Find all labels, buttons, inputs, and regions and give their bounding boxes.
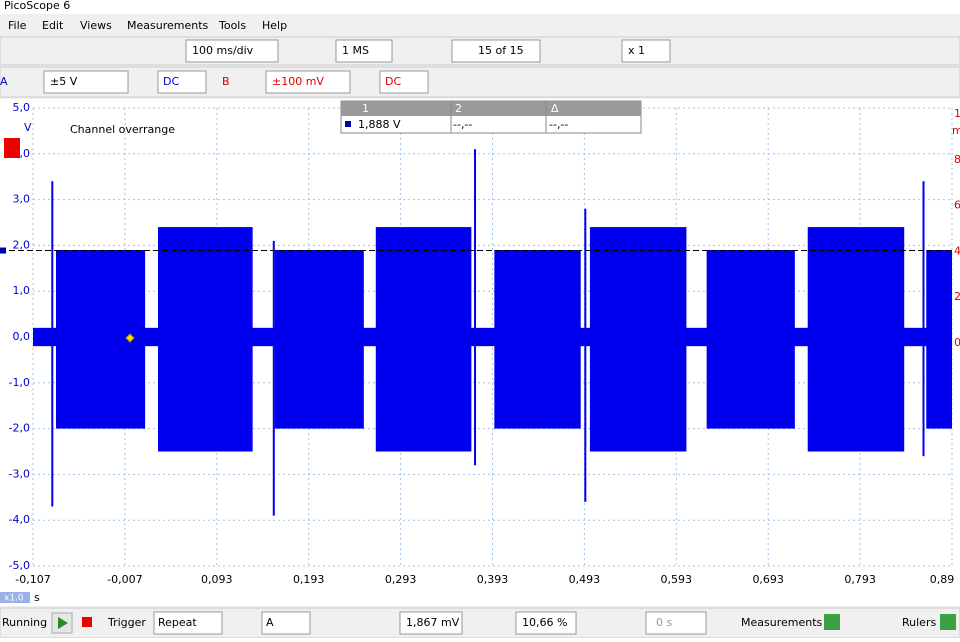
samples: 1 MS [342, 44, 369, 57]
menu-item[interactable]: Edit [42, 19, 64, 32]
x-tick-label: 0,193 [293, 573, 325, 586]
x-tick-label: 0,793 [844, 573, 876, 586]
x-tick-label: 0,093 [201, 573, 233, 586]
table-cell: --,-- [453, 118, 472, 131]
range-a-box[interactable] [43, 70, 129, 94]
signal-burst [375, 227, 472, 452]
coupling-b: DC [385, 75, 401, 88]
trigger-mode-box[interactable] [153, 611, 223, 635]
delay-box[interactable] [645, 611, 707, 635]
menu-item[interactable]: File [8, 19, 27, 32]
y2-unit: m [952, 124, 960, 137]
table-header: Δ [551, 102, 559, 115]
window-title: PicoScope 6 [4, 0, 70, 12]
range-a: ±5 V [50, 75, 78, 88]
menu-item[interactable]: Measurements [127, 19, 209, 32]
y2-tick-label: 6 [954, 199, 960, 212]
pretrigger: 10,66 % [522, 616, 567, 629]
trigger-channel: A [266, 616, 274, 629]
channel-a-label: A [0, 75, 8, 88]
capture: 15 of 15 [478, 44, 524, 57]
table-header: 1 [362, 102, 369, 115]
y-tick-label: -3,0 [9, 467, 30, 480]
y-tick-label: -4,0 [9, 513, 30, 526]
y2-tick-label: 0 [954, 336, 960, 349]
signal-burst [926, 249, 952, 429]
y2-tick-label: 4 [954, 244, 960, 257]
add-measurement[interactable] [824, 614, 840, 630]
overrange-icon [4, 138, 20, 158]
trigger-marker [125, 333, 135, 343]
run-icon [58, 617, 68, 629]
signal-burst [706, 249, 795, 429]
y-tick-label: 2,0 [13, 238, 31, 251]
y-tick-label: -5,0 [9, 559, 30, 572]
x-tick-label: 0,293 [385, 573, 417, 586]
title-bar [0, 0, 960, 14]
signal-burst [589, 227, 687, 452]
ruler-handle[interactable] [0, 247, 6, 254]
stop-button[interactable] [82, 617, 92, 627]
y-tick-label: 1,0 [13, 284, 31, 297]
menu-item[interactable]: Help [262, 19, 287, 32]
zoom-box[interactable] [621, 39, 671, 63]
range-b-box[interactable] [265, 70, 351, 94]
rulers-button[interactable] [940, 614, 956, 630]
delay: 0 s [656, 616, 672, 629]
ruler-table: 1 2 Δ 1,888 V --,-- --,-- [340, 100, 642, 134]
table-cell: 1,888 V [358, 118, 401, 131]
y2-tick-label: 8 [954, 153, 960, 166]
x-tick-label: 0,393 [477, 573, 509, 586]
x-unit: s [34, 591, 40, 604]
run-state: Running [2, 616, 47, 629]
signal-burst [157, 227, 253, 452]
signal-burst [274, 249, 364, 429]
measurements-label: Measurements [741, 616, 823, 629]
y-unit: V [24, 121, 32, 134]
zoom: x 1 [628, 44, 645, 57]
x-tick-label: -0,007 [107, 573, 142, 586]
x-tick-label: 0,493 [569, 573, 601, 586]
timebase-box[interactable] [185, 39, 279, 63]
x-tick-label: -0,107 [15, 573, 50, 586]
y2-tick-label: 1 [954, 107, 960, 120]
timebase: 100 ms/div [192, 44, 254, 57]
signal-burst [494, 249, 581, 429]
x-scale: x1.0 [4, 594, 24, 604]
trigger-label: Trigger [107, 616, 146, 629]
y-tick-label: 3,0 [13, 193, 31, 206]
table-cell: --,-- [549, 118, 568, 131]
rulers-label: Rulers [902, 616, 936, 629]
y2-tick-label: 2 [954, 290, 960, 303]
x-tick-label: 0,693 [752, 573, 784, 586]
trigger-channel-box[interactable] [261, 611, 311, 635]
x-tick-label: 0,593 [661, 573, 693, 586]
coupling-a-box[interactable] [157, 70, 207, 94]
samples-box[interactable] [335, 39, 393, 63]
menu-bar: File Edit Views Measurements Tools Help [8, 19, 287, 32]
y-tick-label: -2,0 [9, 422, 30, 435]
pretrigger-box[interactable] [515, 611, 577, 635]
menu-item[interactable]: Views [80, 19, 112, 32]
y-tick-label: 0,0 [13, 330, 31, 343]
channel-toolbar [0, 66, 960, 98]
trigger-level: 1,867 mV [406, 616, 460, 629]
x-tick-label: 0,89 [930, 573, 955, 586]
trigger-level-box[interactable] [399, 611, 463, 635]
y-tick-label: 5,0 [13, 101, 31, 114]
range-b: ±100 mV [272, 75, 324, 88]
capture-box[interactable] [451, 39, 541, 63]
trigger-mode: Repeat [158, 616, 197, 629]
menu-item[interactable]: Tools [218, 19, 246, 32]
coupling-a: DC [163, 75, 179, 88]
x-scale-box [0, 592, 30, 603]
coupling-b-box[interactable] [379, 70, 429, 94]
channel-b-label: B [222, 75, 230, 88]
signal-burst [807, 227, 905, 452]
table-header: 2 [455, 102, 462, 115]
y-tick-label: -1,0 [9, 376, 30, 389]
overrange-annotation: Channel overrange [70, 123, 175, 136]
